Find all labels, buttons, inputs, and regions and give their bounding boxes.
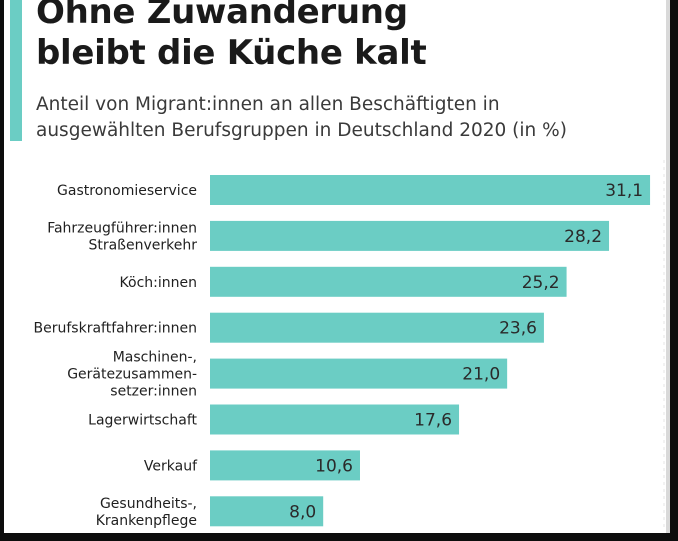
bar-value-label: 23,6 — [499, 319, 537, 339]
category-label-line: Gesundheits-, — [100, 496, 197, 512]
category-label-line: Köch:innen — [120, 275, 197, 291]
category-label: Fahrzeugführer:innen Straßenverkehr — [47, 220, 197, 253]
category-label-line: Berufskraftfahrer:innen — [34, 321, 197, 337]
bar-value-label: 28,2 — [564, 227, 602, 247]
category-label-line: Straßenverkehr — [88, 237, 197, 253]
chart-card — [4, 0, 666, 533]
category-label: Verkauf — [144, 458, 198, 474]
bar — [210, 358, 508, 389]
bar — [210, 496, 324, 527]
bar — [210, 450, 360, 481]
category-label: Lagerwirtschaft — [88, 413, 197, 429]
category-label: Gastronomieservice — [57, 183, 197, 199]
bar-value-label: 25,2 — [522, 273, 560, 293]
subtitle-line-1: Anteil von Migrant:innen an allen Beschä… — [36, 94, 500, 115]
category-label: Gesundheits-, Krankenpflege — [96, 496, 197, 529]
accent-bar — [10, 0, 22, 141]
bar-value-label: 17,6 — [414, 411, 452, 431]
category-label-line: setzer:innen — [110, 384, 197, 400]
category-label: Köch:innen — [120, 275, 197, 291]
category-label-line: Krankenpflege — [96, 513, 197, 529]
bar-value-label: 21,0 — [462, 365, 500, 385]
bar — [210, 404, 460, 435]
category-label-line: Gerätezusammen- — [67, 367, 197, 383]
title-line-2: bleibt die Küche kalt — [36, 33, 427, 73]
bar-value-label: 8,0 — [289, 502, 316, 522]
bar — [210, 175, 651, 205]
bar — [210, 312, 544, 343]
category-label-line: Maschinen-, — [113, 350, 197, 366]
category-label: Maschinen-, Gerätezusammen-setzer:innen — [67, 350, 197, 400]
bar-value-label: 31,1 — [605, 181, 643, 201]
bar — [210, 220, 610, 251]
title-line-1: Ohne Zuwanderung — [36, 0, 408, 32]
bar-value-label: 10,6 — [315, 456, 353, 476]
category-label-line: Verkauf — [144, 458, 198, 474]
subtitle-line-2: ausgewählten Berufsgruppen in Deutschlan… — [36, 120, 567, 141]
chart-title: Ohne Zuwanderung bleibt die Küche kalt — [36, 0, 656, 74]
category-label-line: Gastronomieservice — [57, 183, 197, 199]
card-edge — [666, 0, 670, 533]
bar — [210, 266, 567, 297]
category-label-line: Lagerwirtschaft — [88, 413, 197, 429]
category-label-line: Fahrzeugführer:innen — [47, 220, 197, 236]
chart-subtitle: Anteil von Migrant:innen an allen Beschä… — [36, 92, 656, 144]
category-label: Berufskraftfahrer:innen — [34, 321, 197, 337]
